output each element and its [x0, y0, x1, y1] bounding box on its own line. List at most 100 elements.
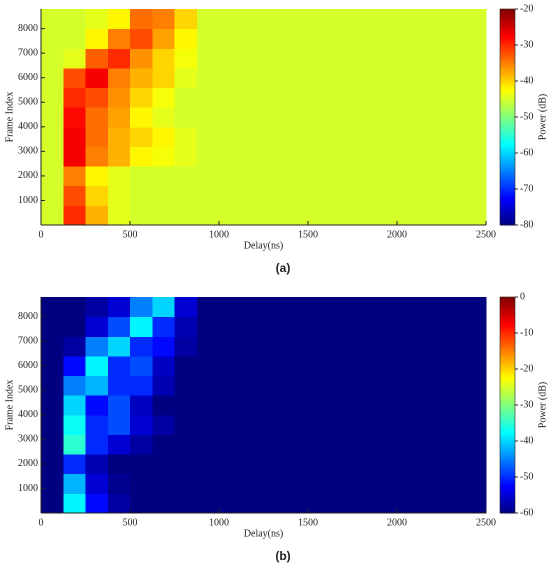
- colorbar-step: [500, 181, 515, 184]
- y-tick-label: 5000: [18, 385, 38, 396]
- heatmap-cell: [352, 493, 376, 514]
- heatmap-cell: [219, 316, 242, 337]
- colorbar-step: [500, 47, 515, 50]
- colorbar-step: [500, 343, 515, 346]
- colorbar-step: [500, 45, 515, 48]
- heatmap-cell: [130, 375, 153, 396]
- colorbar-step: [500, 489, 515, 492]
- heatmap-cell: [374, 473, 398, 494]
- colorbar-tick-label: -50: [520, 471, 533, 482]
- colorbar-step: [500, 205, 515, 208]
- x-tick-label: 1000: [209, 229, 229, 240]
- heatmap-cell: [419, 48, 442, 69]
- heatmap-cell: [130, 336, 153, 357]
- colorbar-step: [500, 403, 515, 406]
- heatmap-cell: [285, 297, 309, 318]
- colorbar-step: [500, 77, 515, 80]
- heatmap-cell: [196, 493, 220, 514]
- heatmap-cell: [308, 67, 331, 89]
- heatmap-cell: [397, 316, 420, 337]
- colorbar-step: [500, 349, 515, 352]
- x-tick-label: 2500: [476, 229, 496, 240]
- colorbar-step: [500, 339, 515, 342]
- heatmap-cell: [241, 28, 264, 49]
- y-tick-label: 6000: [18, 72, 38, 83]
- heatmap-cell: [63, 395, 86, 416]
- colorbar-step: [500, 41, 515, 44]
- colorbar-step: [500, 495, 515, 498]
- heatmap-cell: [107, 48, 131, 69]
- heatmap-cell: [130, 28, 153, 49]
- heatmap-cell: [219, 355, 242, 377]
- colorbar: [500, 9, 515, 226]
- heatmap-cell: [463, 336, 487, 357]
- heatmap-cell: [41, 126, 64, 147]
- heatmap-cell: [63, 107, 86, 128]
- heatmap-cell: [85, 126, 109, 147]
- heatmap-cell: [174, 205, 198, 226]
- colorbar-step: [500, 479, 515, 482]
- heatmap-cell: [63, 355, 86, 377]
- heatmap-cell: [441, 297, 465, 318]
- heatmap-cell: [41, 185, 64, 206]
- colorbar-step: [500, 99, 515, 102]
- heatmap-cell: [85, 316, 109, 337]
- heatmap-cell: [352, 67, 376, 89]
- colorbar-step: [500, 31, 515, 34]
- heatmap-cell: [85, 454, 109, 475]
- heatmap-cell: [441, 414, 465, 435]
- heatmap-cell: [397, 48, 420, 69]
- heatmap-cell: [285, 473, 309, 494]
- colorbar-step: [500, 413, 515, 416]
- colorbar-step: [500, 135, 515, 138]
- colorbar-step: [500, 219, 515, 222]
- heatmap-cell: [63, 48, 86, 69]
- y-tick-label: 1000: [18, 195, 38, 206]
- heatmap-cell: [419, 126, 442, 147]
- heatmap-cell: [263, 395, 287, 416]
- heatmap-cell: [130, 205, 153, 226]
- heatmap-cell: [152, 185, 175, 206]
- x-axis-label: Delay(ns): [244, 240, 283, 251]
- heatmap-cell: [308, 48, 331, 69]
- heatmap-cell: [85, 67, 109, 89]
- heatmap-cell: [130, 297, 153, 318]
- heatmap-cell: [174, 395, 198, 416]
- heatmap-cell: [441, 126, 465, 147]
- heatmap-cell: [374, 185, 398, 206]
- heatmap-cell: [419, 473, 442, 494]
- colorbar-step: [500, 93, 515, 96]
- colorbar-step: [500, 459, 515, 462]
- heatmap-cell: [352, 87, 376, 108]
- heatmap-cell: [419, 87, 442, 108]
- heatmap-cell: [285, 493, 309, 514]
- colorbar-step: [500, 95, 515, 98]
- heatmap-cell: [285, 375, 309, 396]
- heatmap-cell: [463, 297, 487, 318]
- heatmap-cell: [374, 493, 398, 514]
- heatmap-cell: [330, 375, 353, 396]
- heatmap-cell: [463, 9, 487, 30]
- caption: (a): [276, 261, 291, 275]
- heatmap-cell: [107, 126, 131, 147]
- colorbar-step: [500, 51, 515, 54]
- heatmap-cell: [397, 375, 420, 396]
- heatmap-cell: [152, 126, 175, 147]
- heatmap-cell: [285, 166, 309, 187]
- colorbar-step: [500, 169, 515, 172]
- heatmap-cell: [196, 126, 220, 147]
- colorbar-step: [500, 437, 515, 440]
- heatmap-cell: [352, 375, 376, 396]
- heatmap-cell: [152, 336, 175, 357]
- colorbar-step: [500, 63, 515, 66]
- heatmap-cell: [308, 473, 331, 494]
- heatmap-cell: [397, 297, 420, 318]
- heatmap-cell: [374, 434, 398, 455]
- heatmap-cell: [241, 473, 264, 494]
- heatmap-cell: [130, 493, 153, 514]
- heatmap-cell: [397, 107, 420, 128]
- heatmap-cell: [419, 355, 442, 377]
- heatmap: [41, 9, 487, 226]
- heatmap-cell: [285, 355, 309, 377]
